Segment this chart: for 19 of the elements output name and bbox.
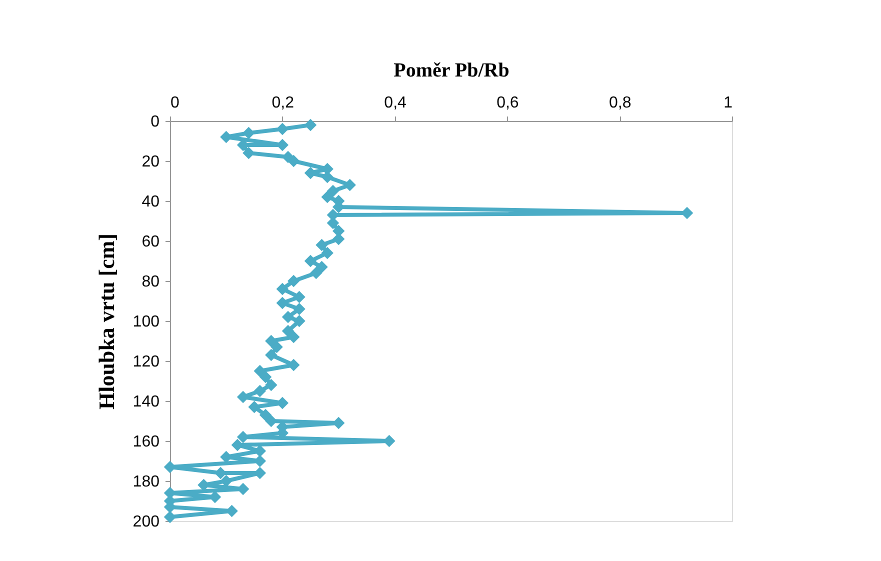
y-axis-title: Hloubka vrtu [cm] xyxy=(94,234,119,410)
y-tick-label: 40 xyxy=(142,194,160,210)
y-tick-label: 140 xyxy=(132,394,160,410)
y-tick-label: 180 xyxy=(132,474,160,490)
x-tick-label: 0 xyxy=(170,94,180,112)
y-tick-label: 120 xyxy=(132,354,160,370)
x-tick-label: 0,2 xyxy=(272,94,294,112)
y-tick-label: 20 xyxy=(142,154,160,170)
y-tick-label: 80 xyxy=(142,274,160,290)
x-tick-label: 0,6 xyxy=(496,94,519,112)
x-tick-label: 1 xyxy=(724,94,733,112)
y-tick-label: 200 xyxy=(132,514,160,530)
x-tick-label: 0,4 xyxy=(384,94,407,112)
y-tick-label: 100 xyxy=(132,314,160,330)
x-axis-title: Poměr Pb/Rb xyxy=(394,60,510,82)
x-tick-label: 0,8 xyxy=(608,94,632,112)
y-tick-label: 160 xyxy=(132,434,160,450)
y-tick-label: 0 xyxy=(150,114,160,130)
y-tick-label: 60 xyxy=(142,234,160,250)
